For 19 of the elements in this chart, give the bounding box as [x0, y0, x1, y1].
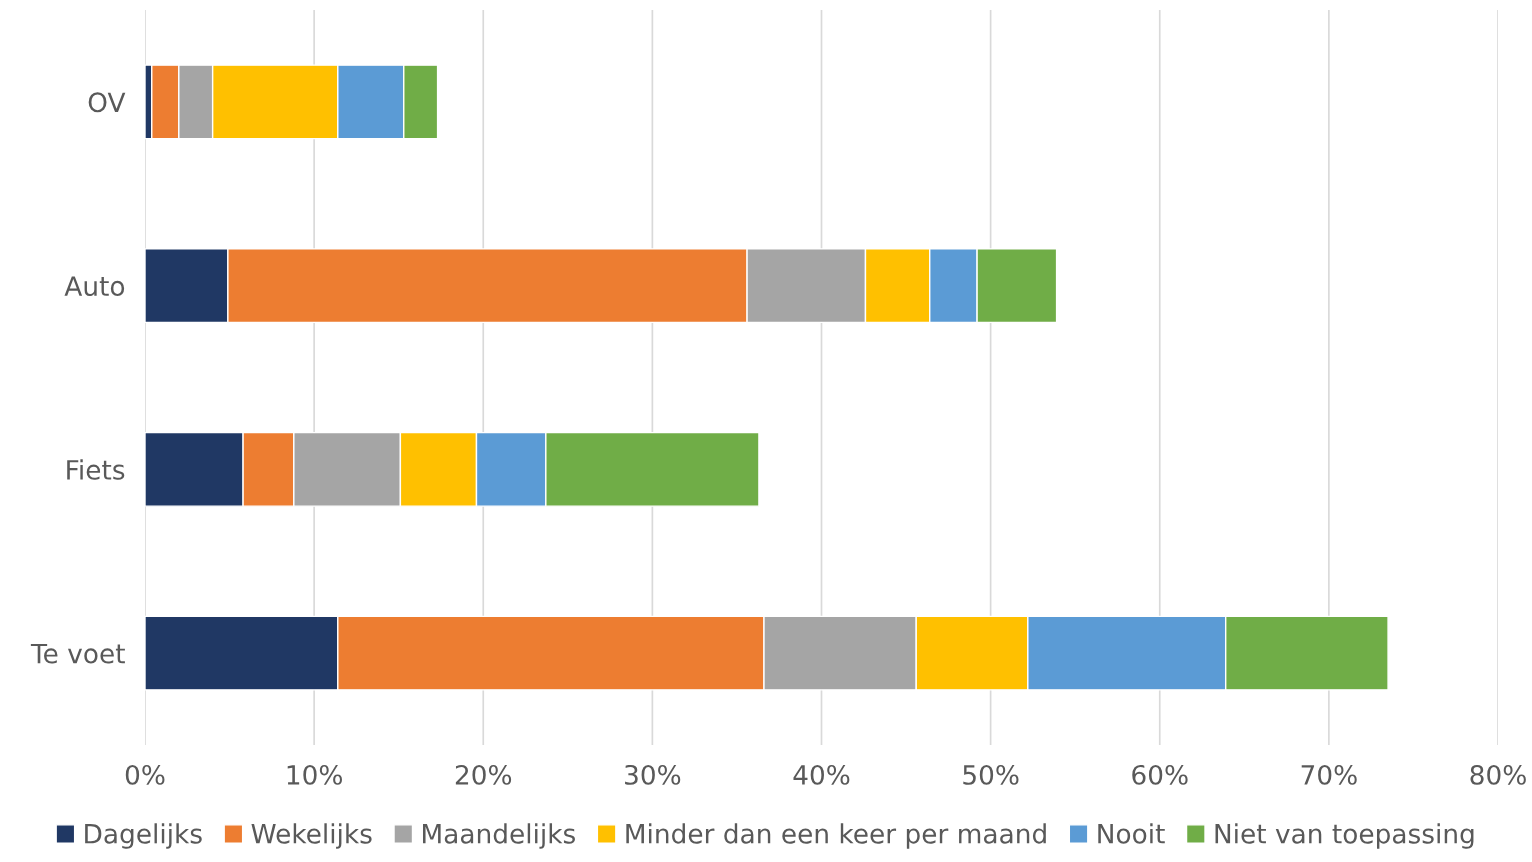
x-tick-label: 60% — [1132, 764, 1188, 785]
x-tick-label: 10% — [287, 764, 342, 785]
y-tick-label: OV — [88, 92, 126, 113]
y-tick-label: Fiets — [67, 459, 125, 480]
legend-label: Nooit — [1098, 823, 1165, 844]
x-tick-label: 0% — [125, 764, 165, 785]
legend-label: Maandelijks — [423, 823, 575, 849]
x-tick-label: 80% — [1470, 764, 1526, 785]
legend-label: Dagelijks — [85, 823, 202, 849]
legend-label: Wekelijks — [251, 823, 372, 849]
legend-label: Niet van toepassing — [1215, 823, 1474, 849]
x-tick-label: 40% — [793, 764, 850, 785]
legend-label: Minder dan een keer per maand — [626, 823, 1046, 849]
y-tick-label: Auto — [64, 276, 125, 297]
x-tick-label: 20% — [455, 764, 512, 785]
y-tick-label: Te voet — [30, 643, 125, 664]
x-tick-label: 70% — [1301, 764, 1357, 785]
x-tick-label: 50% — [963, 764, 1019, 785]
x-tick-label: 30% — [625, 764, 681, 785]
